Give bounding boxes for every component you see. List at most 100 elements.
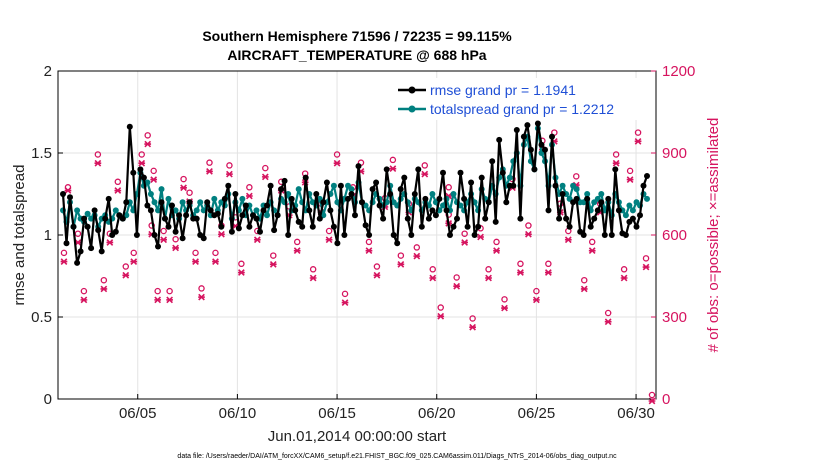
rmse-point xyxy=(629,215,636,222)
obs-possible-point xyxy=(469,315,476,322)
y2-tick-label: 1200 xyxy=(662,63,695,80)
spread-point xyxy=(155,207,161,214)
obs-assimilated-point xyxy=(469,323,476,331)
obs-possible-point xyxy=(626,167,634,175)
legend-rmse-marker xyxy=(408,86,416,94)
rmse-point xyxy=(341,232,348,238)
rmse-point xyxy=(183,212,190,219)
rmse-point xyxy=(158,199,165,206)
obs-possible-point xyxy=(501,296,508,303)
obs-assimilated-point xyxy=(192,258,199,265)
rmse-point xyxy=(644,173,650,179)
obs-assimilated-point xyxy=(580,285,588,293)
spread-point xyxy=(559,182,566,189)
obs-possible-point xyxy=(485,266,492,273)
obs-possible-point xyxy=(192,249,199,257)
rmse-point xyxy=(401,174,408,181)
obs-assimilated-point xyxy=(309,274,317,282)
obs-possible-point xyxy=(150,167,157,175)
rmse-point xyxy=(359,199,365,206)
rmse-point xyxy=(67,194,73,201)
spread-point xyxy=(172,207,179,214)
obs-assimilated-point xyxy=(198,293,205,301)
rmse-point xyxy=(91,207,98,214)
obs-assimilated-point xyxy=(325,236,333,244)
y-tick-label: 1 xyxy=(44,227,52,244)
rmse-point xyxy=(348,191,355,197)
obs-possible-point xyxy=(525,222,532,229)
rmse-point xyxy=(366,232,373,238)
spread-point xyxy=(179,199,186,206)
obs-possible-point xyxy=(365,238,373,246)
rmse-point xyxy=(383,166,390,173)
obs-possible-point xyxy=(138,151,145,158)
rmse-point xyxy=(193,215,200,222)
rmse-point xyxy=(499,169,506,176)
x-tick-label: 06/20 xyxy=(418,405,456,422)
x-tick-label: 06/05 xyxy=(119,405,157,422)
rmse-point xyxy=(482,215,489,222)
y-tick-label: 0 xyxy=(44,391,52,408)
obs-assimilated-point xyxy=(122,271,130,279)
obs-possible-point xyxy=(437,304,444,311)
rmse-point xyxy=(573,195,580,202)
obs-possible-point xyxy=(206,159,213,166)
obs-possible-point xyxy=(612,151,620,158)
obs-possible-point xyxy=(620,266,628,273)
obs-assimilated-point xyxy=(365,247,373,255)
rmse-point xyxy=(320,199,327,206)
spread-point xyxy=(253,207,260,214)
rmse-point xyxy=(373,179,380,186)
spread-point xyxy=(197,199,204,206)
obs-possible-point xyxy=(293,238,301,246)
rmse-point xyxy=(204,199,211,206)
obs-possible-point xyxy=(122,263,130,270)
rmse-point xyxy=(352,212,358,219)
rmse-point xyxy=(432,212,439,219)
obs-assimilated-point xyxy=(130,258,138,265)
obs-assimilated-point xyxy=(261,173,269,181)
rmse-point xyxy=(615,207,622,214)
rmse-point xyxy=(306,207,313,214)
rmse-point xyxy=(517,215,524,222)
rmse-point xyxy=(376,202,383,209)
y-axis-label: rmse and totalspread xyxy=(11,165,28,306)
y-tick-label: 1.5 xyxy=(31,145,52,162)
spread-point xyxy=(147,191,154,197)
spread-point xyxy=(84,210,91,217)
rmse-point xyxy=(278,186,285,193)
obs-assimilated-point xyxy=(64,187,72,194)
rmse-point xyxy=(605,195,612,202)
rmse-point xyxy=(408,232,415,238)
obs-possible-point xyxy=(373,263,381,270)
spread-point xyxy=(165,195,172,202)
obs-assimilated-point xyxy=(620,274,628,282)
footnote-data-file: data file: /Users/raeder/DAI/ATM_forcXX/… xyxy=(177,453,617,460)
obs-possible-point xyxy=(74,230,82,237)
rmse-point xyxy=(471,232,478,238)
rmse-point xyxy=(534,120,541,127)
obs-assimilated-point xyxy=(437,312,445,320)
rmse-point xyxy=(443,207,450,214)
rmse-point xyxy=(253,215,260,222)
rmse-point xyxy=(88,245,95,252)
obs-assimilated-point xyxy=(160,236,168,244)
grid-lines xyxy=(58,70,656,400)
obs-assimilated-point xyxy=(154,296,162,304)
rmse-point xyxy=(492,218,499,225)
obs-assimilated-point xyxy=(80,296,88,304)
y-tick-label: 0.5 xyxy=(31,309,52,326)
rmse-point xyxy=(232,191,239,197)
obs-possible-point xyxy=(397,252,405,259)
rmse-point xyxy=(299,223,306,230)
rmse-point xyxy=(503,199,510,206)
rmse-point xyxy=(545,207,552,214)
obs-possible-point xyxy=(325,227,333,235)
rmse-point xyxy=(186,199,193,206)
rmse-point xyxy=(147,207,154,214)
rmse-point xyxy=(457,169,464,176)
rmse-point xyxy=(587,223,594,230)
obs-assimilated-point xyxy=(293,247,301,255)
obs-assimilated-point xyxy=(397,260,405,268)
